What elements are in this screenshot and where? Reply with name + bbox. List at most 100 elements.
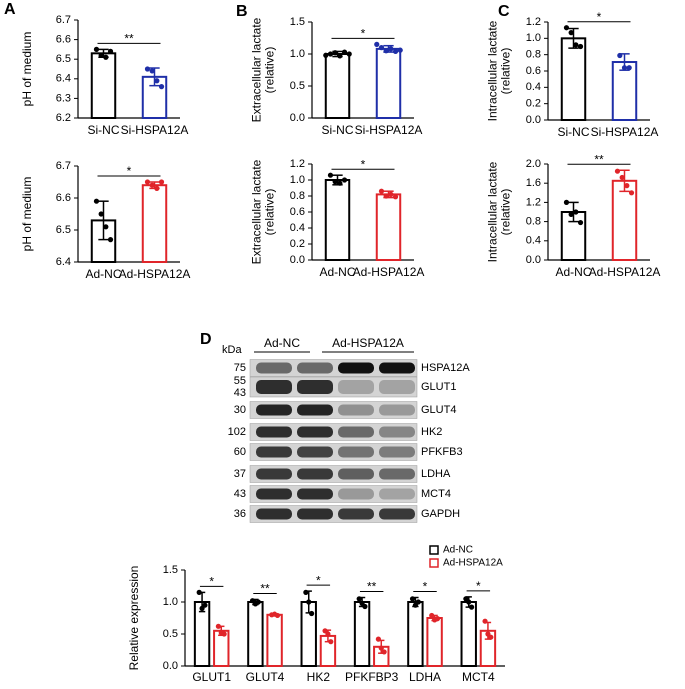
blot-strip [249, 376, 418, 398]
y-axis-label: (relative) [263, 47, 277, 94]
blot-band [379, 380, 415, 394]
marker-label: 36 [234, 508, 246, 520]
data-point [568, 211, 574, 217]
blot-band [297, 468, 333, 480]
y-tick-label: 1.6 [526, 177, 541, 189]
data-point [107, 237, 114, 243]
data-point [378, 188, 385, 194]
data-point [154, 78, 160, 84]
data-point [383, 193, 389, 199]
data-point [303, 589, 309, 596]
blot-band [379, 362, 415, 374]
blot-band [297, 362, 333, 374]
blot-band [338, 468, 374, 480]
y-tick-label: 0.0 [290, 112, 305, 124]
blot-band [379, 508, 415, 520]
y-tick-label: 0.8 [526, 49, 541, 61]
y-tick-label: 0.2 [290, 238, 305, 250]
x-tick-label: Ad-NC [555, 265, 591, 279]
data-point [378, 45, 385, 51]
bar [375, 193, 402, 261]
blot-band [297, 488, 333, 500]
y-tick-label: 0.4 [526, 81, 541, 93]
bar [324, 53, 351, 119]
bar [560, 37, 587, 121]
unit-label: kDa [222, 344, 242, 356]
y-tick-label: 0.5 [163, 628, 178, 640]
significance-label: * [209, 575, 214, 589]
bar [426, 617, 443, 667]
bar [353, 601, 371, 667]
marker-label: 55 [234, 375, 246, 387]
y-tick-label: 0.2 [526, 98, 541, 110]
blot-strip [249, 485, 418, 503]
data-point [341, 49, 348, 55]
marker-label: 60 [234, 446, 246, 458]
marker-label: 75 [234, 362, 246, 374]
bar [141, 184, 168, 263]
blot-band [379, 488, 415, 500]
blot-band [256, 380, 292, 394]
bar [213, 629, 230, 667]
data-point [309, 610, 315, 617]
y-tick-label: 6.3 [56, 92, 71, 104]
y-tick-label: 1.2 [290, 158, 305, 170]
y-tick-label: 0.0 [526, 254, 541, 266]
data-point [341, 177, 348, 183]
blot-band [256, 508, 292, 520]
significance-label: * [316, 573, 321, 587]
data-point [626, 65, 632, 71]
data-point [215, 623, 221, 629]
blot-band [338, 380, 374, 394]
blot-band [379, 446, 415, 458]
marker-label: 102 [228, 426, 246, 438]
marker-label: 37 [234, 468, 246, 480]
y-tick-label: 0.8 [526, 216, 541, 228]
data-point [327, 172, 334, 178]
x-tick-label: Ad-NC [319, 265, 355, 279]
x-tick-label: HK2 [307, 670, 331, 684]
x-tick-label: Si-NC [558, 125, 590, 139]
blot-band [256, 446, 292, 458]
data-point [98, 52, 104, 58]
data-point [378, 645, 384, 651]
significance-label: * [597, 10, 602, 24]
data-point [392, 48, 399, 55]
data-point [337, 53, 343, 59]
y-tick-label: 0.4 [526, 235, 541, 247]
data-point [397, 47, 403, 53]
data-point [568, 30, 574, 36]
data-point [383, 48, 389, 54]
marker-label: 43 [234, 387, 246, 399]
x-tick-label: Ad-HSPA12A [353, 265, 425, 279]
data-point [202, 602, 208, 608]
blot-band [297, 426, 333, 438]
blot-band [338, 488, 374, 500]
data-point [563, 199, 570, 205]
data-point [617, 52, 623, 59]
bar [247, 601, 264, 667]
y-tick-label: 1.0 [290, 174, 305, 186]
significance-label: * [423, 580, 428, 594]
panel-label: D [200, 331, 212, 348]
data-point [221, 631, 227, 637]
blot-band [338, 362, 374, 374]
data-point [573, 42, 579, 48]
data-point [255, 599, 261, 605]
data-point [332, 179, 338, 185]
x-tick-label: Ad-HSPA12A [119, 267, 191, 281]
x-tick-label: Ad-NC [85, 267, 121, 281]
blot-band [297, 404, 333, 416]
y-axis-label: Intracellular lactate [486, 161, 500, 262]
bar [266, 613, 283, 667]
blot-band [338, 404, 374, 416]
data-point [388, 191, 394, 197]
y-tick-label: 1.2 [526, 196, 541, 208]
y-tick-label: 6.4 [56, 73, 71, 85]
panel-label: C [498, 3, 510, 20]
y-axis-label: Extracellular lactate [250, 159, 264, 264]
y-tick-label: 0.4 [290, 222, 305, 234]
error-bar [619, 169, 630, 193]
data-point [196, 589, 202, 596]
